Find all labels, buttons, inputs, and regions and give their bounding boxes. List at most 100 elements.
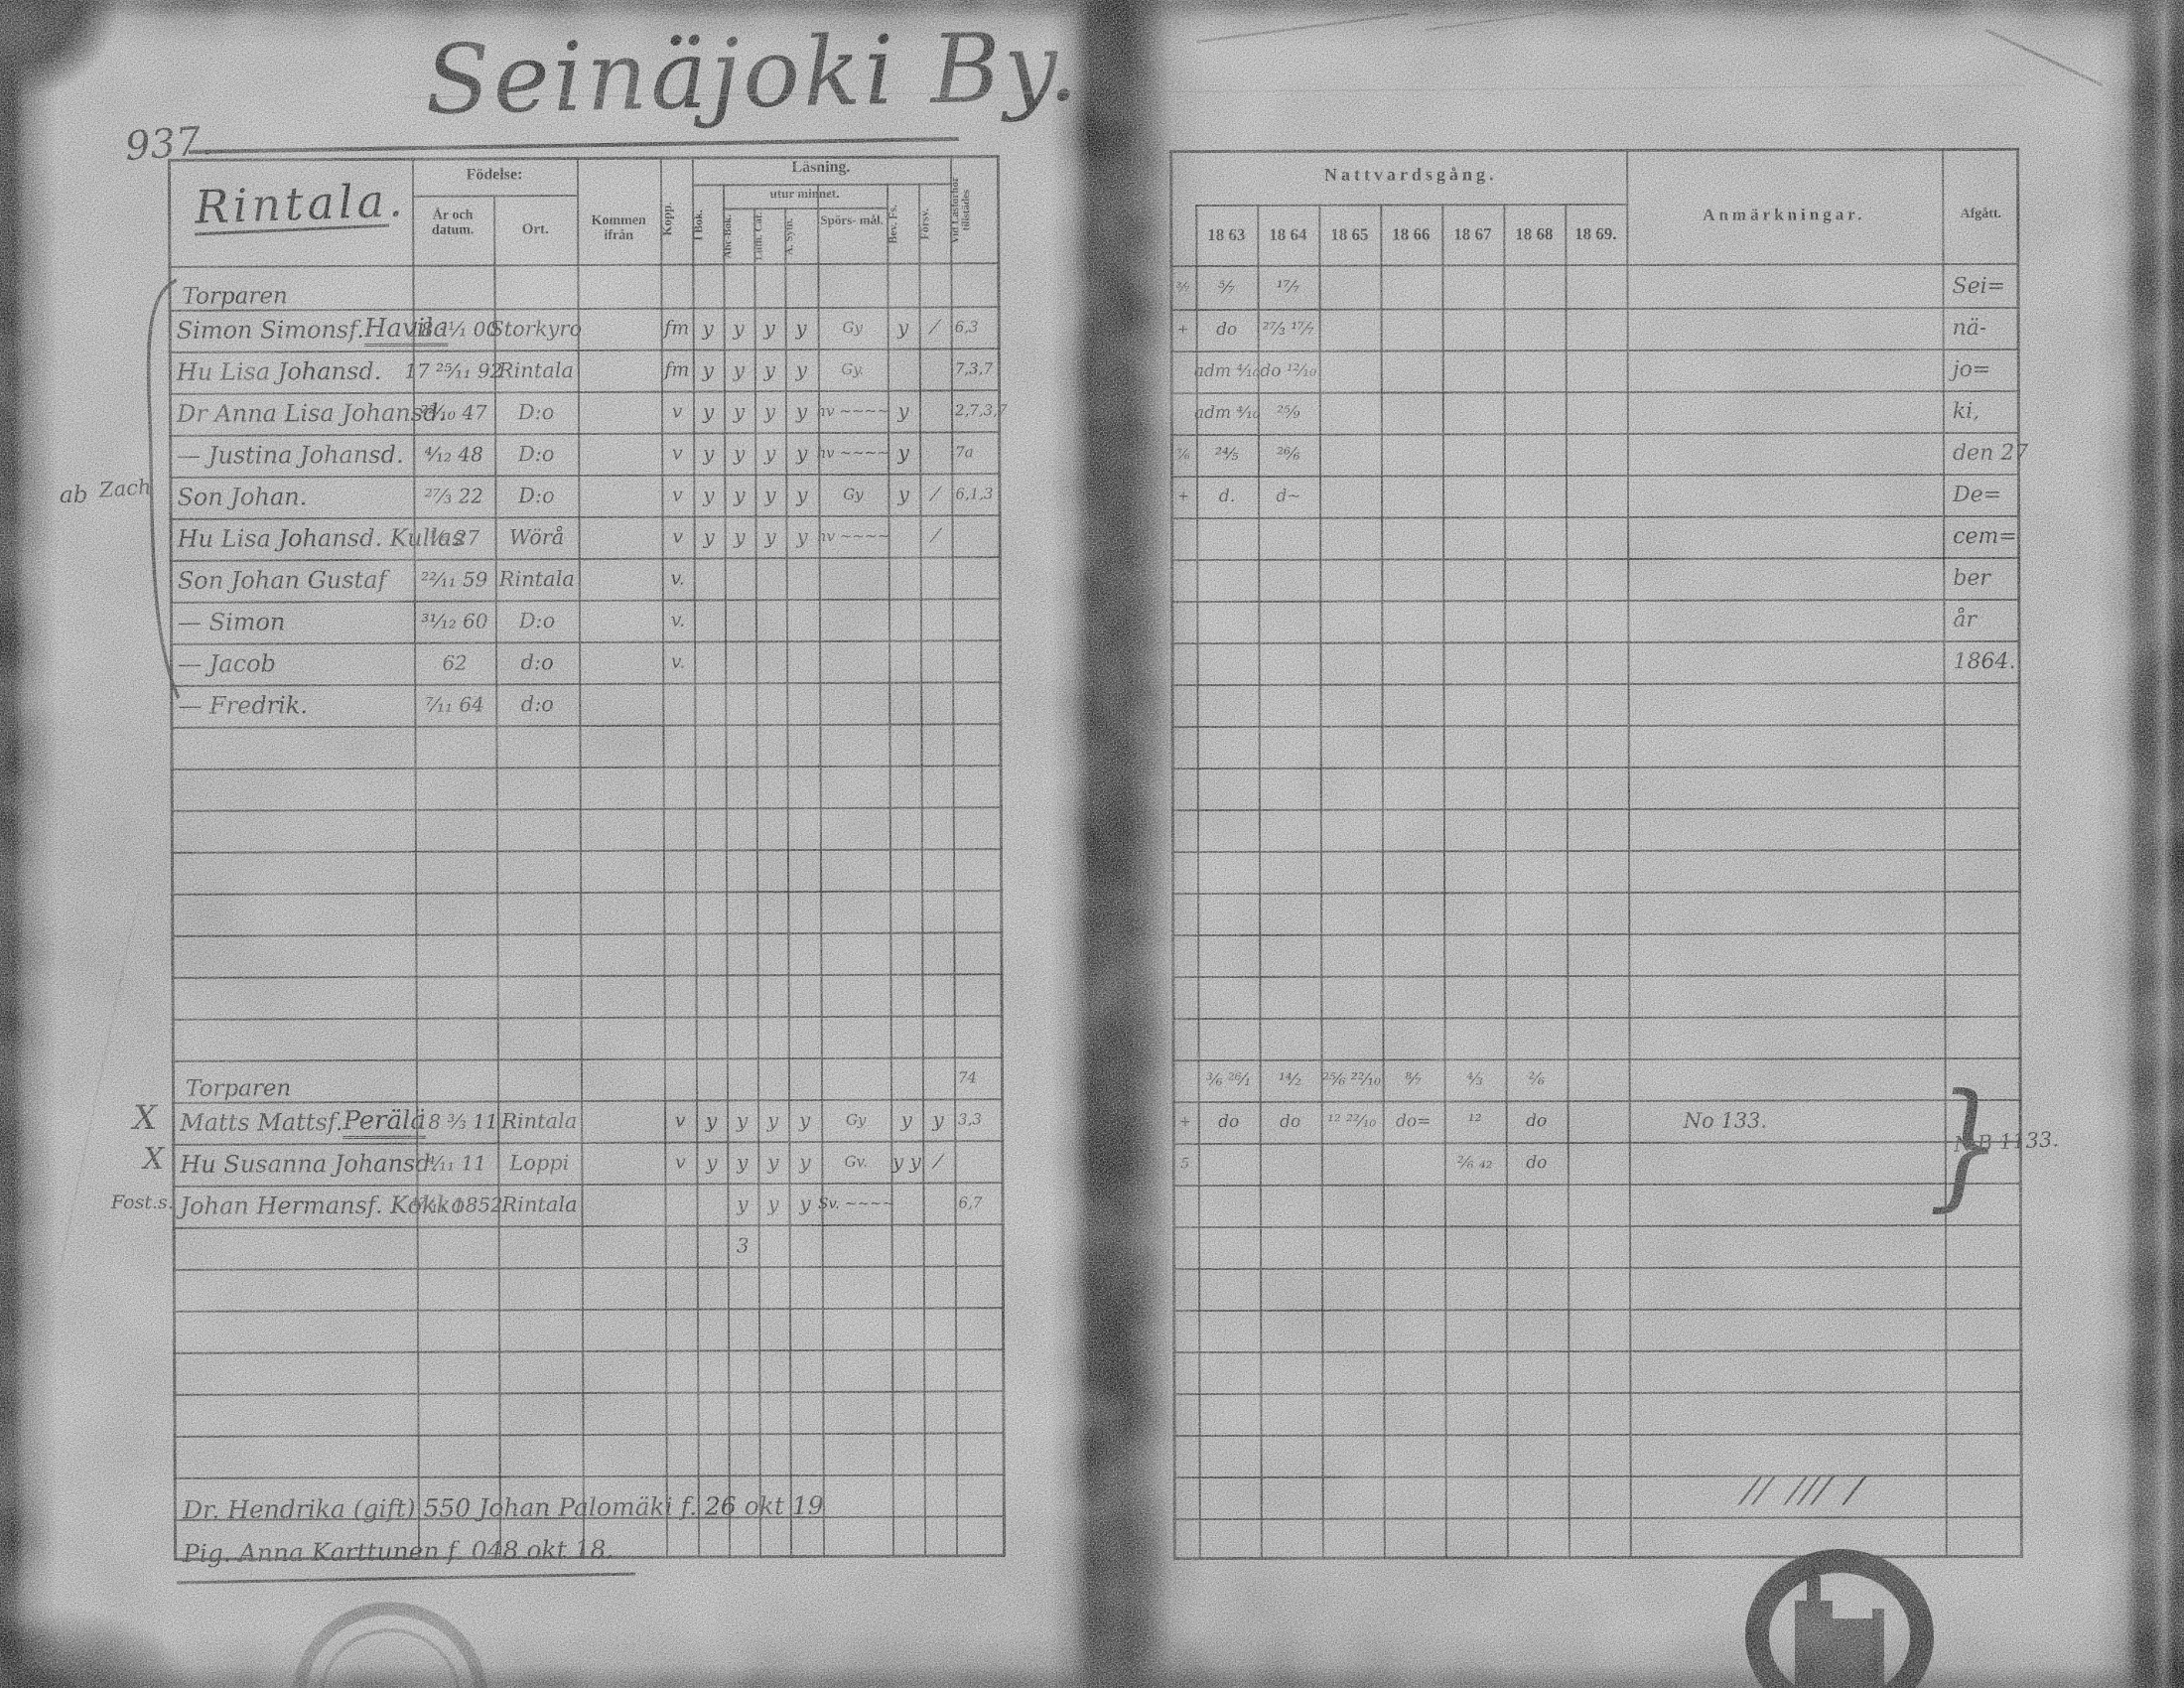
cell-m3: y (796, 524, 808, 549)
cell-ort: Rintala (497, 358, 575, 383)
cell-birth: ²²⁄₁₀ 47 (420, 400, 487, 425)
cell-name: Hu Susanna Johansd. (180, 1149, 439, 1179)
grid-line (172, 1307, 1005, 1313)
cell-year-1868: do (1526, 1111, 1548, 1132)
grid-line (1170, 556, 2021, 562)
cell-m2: y (767, 1150, 779, 1175)
grid-line (1170, 806, 2021, 812)
cell-year-1863: adm ⁴⁄₁₀ (1193, 360, 1260, 382)
cell-fo: ⁄ (936, 1149, 941, 1174)
cell-m0: y (702, 316, 714, 341)
cell-birth: ⁴⁄₁₁ 11 (427, 1151, 486, 1176)
cell-mark: + (1178, 1114, 1191, 1131)
ledger-row: — Simon ³¹⁄₁₂ 60 D:o v. (170, 598, 1002, 643)
header-year-1866: 18 66 (1392, 224, 1431, 244)
cell-m2: y (764, 524, 776, 549)
cell-m1: y (736, 1108, 749, 1133)
header-sporsmal: Spörs- mål. (820, 211, 885, 227)
ledger-row: Dr Anna Lisa Johansd. ²²⁄₁₀ 47 D:o v y y y y hv … (169, 389, 1008, 435)
cell-name: Son Johan. (177, 483, 308, 511)
cell-ort: d:o (520, 692, 554, 717)
cell-m3: y (798, 1108, 811, 1133)
cell-name: — Jacob (178, 649, 277, 678)
name-text: Perälä (342, 1105, 426, 1139)
cell-sp: Gy. (841, 359, 865, 378)
cell-year-1864: ¹⁴⁄₂ (1278, 1069, 1302, 1090)
name-text: Matts Mattsf. (180, 1108, 343, 1137)
cell-m0: y (702, 399, 715, 424)
cell-birth: ⁷⁄₁₁ 64 (425, 692, 484, 717)
cell-m2: y (763, 399, 776, 424)
ledger-row: Torparen (168, 264, 1000, 310)
cell-ort: Rintala (498, 567, 575, 592)
cell-m1: y (737, 1150, 749, 1175)
cell-afgatt-note: år (1953, 607, 1978, 633)
cell-year-1866: do= (1395, 1111, 1432, 1132)
cell-year-1863: do (1218, 1111, 1240, 1132)
cell-birth: ¹⁷⁄₁₁ 1852 (411, 1193, 503, 1217)
header-kopp: Kopp. (659, 202, 675, 236)
ledger-row: — Fredrik. ⁷⁄₁₁ 64 d:o (170, 681, 1002, 727)
cell-year-1864: ²⁷⁄₃ ¹⁷⁄₇ (1262, 319, 1314, 340)
ledger-row: Hu Susanna Johansd. ⁴⁄₁₁ 11 Loppi v y y y y Gv. y… (172, 1140, 1004, 1186)
cell-m2: y (764, 441, 776, 466)
header-afgatt: Afgått. (1960, 206, 2002, 222)
cell-year-1864: do ¹²⁄₁₀ (1260, 360, 1317, 381)
grid-line (1170, 848, 2021, 854)
cell-name: Torparen (185, 1075, 292, 1102)
header-year-1867: 18 67 (1453, 224, 1492, 244)
cell-name: Johan Hermansf. Kokko (180, 1191, 466, 1220)
cell-name: — Simon (177, 608, 286, 636)
cell-year-1863: do (1216, 319, 1238, 341)
cell-sp: Gv. (844, 1152, 869, 1171)
cell-mark: 5 (1180, 1156, 1190, 1173)
grid-line (1172, 1515, 2023, 1521)
cell-vid: 74 (957, 1068, 978, 1087)
cell-year-1867: ⁴⁄₃ (1466, 1069, 1483, 1090)
cell-birth: 17 ²⁵⁄₁₁ 92 (404, 358, 503, 383)
header-forsvar: Försv. (917, 208, 932, 240)
cell-m2: y (763, 316, 775, 341)
ledger-row: — Jacob 62 d:o v. (170, 639, 1002, 685)
cell-vid: 6,1,3 (955, 485, 994, 503)
cell-sp: hv ~~~~ (816, 401, 889, 420)
cell-m0: y (706, 1150, 718, 1175)
grid-line (1172, 1348, 2023, 1354)
cell-name: Simon Simonsf. Havila (169, 309, 449, 352)
cell-afgatt-note: cem= (1953, 523, 2017, 549)
header-kommen-ifran: Kommen ifrån (591, 212, 646, 243)
page-title: Seinäjoki By. (423, 11, 1082, 136)
grid-line (173, 1474, 1006, 1479)
cell-m2: y (763, 357, 776, 382)
header-luth-cat: Luth. Cat. (752, 211, 765, 261)
grid-line (173, 1432, 1006, 1438)
header-i-bok: I Bok. (691, 209, 706, 241)
cell-mark: + (1176, 322, 1189, 339)
cell-vid: 7,3,7 (954, 359, 994, 378)
cell-kopp: v. (670, 609, 686, 632)
cell-kopp: fm (664, 358, 690, 381)
cell-fo: ⁄ (933, 482, 938, 506)
cell-kopp: v (672, 525, 683, 548)
grid-line (1171, 1015, 2022, 1021)
cell-birth: ⁴⁄₁₂ 48 (424, 442, 483, 467)
cell-sp: Gy (842, 318, 863, 337)
cell-sp: hv ~~~~ (816, 443, 889, 462)
grid-line (173, 1348, 1006, 1354)
cell-ort: Loppi (509, 1151, 570, 1176)
grid-line (1171, 931, 2022, 937)
cell-ort: Rintala (500, 1109, 578, 1134)
cell-kopp: v. (670, 650, 686, 673)
cell-afgatt-note: den 27 (1952, 440, 2029, 466)
grid-line (723, 207, 887, 211)
cell-anmarkning: No 133. (1683, 1108, 1768, 1133)
cell-ort: Wörå (508, 525, 565, 550)
cell-sp: hv ~~~~ (816, 526, 890, 545)
cell-afgatt-note: ki, (1952, 398, 1980, 424)
grid-line (1171, 973, 2022, 979)
header-year-1869: 18 69. (1574, 224, 1617, 244)
cell-m0: y (703, 524, 715, 549)
header-ort: Ort. (521, 221, 549, 238)
grid-line (170, 765, 1003, 771)
cell-year-1868: do (1526, 1153, 1548, 1174)
